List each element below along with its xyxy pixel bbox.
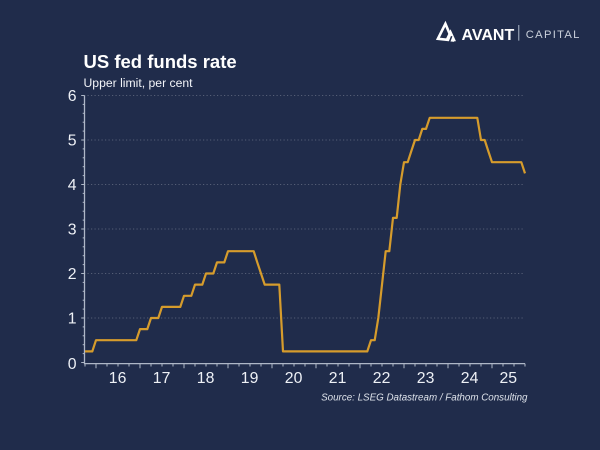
svg-text:19: 19 (241, 370, 259, 387)
svg-text:Source: LSEG Datastream / Fath: Source: LSEG Datastream / Fathom Consult… (321, 393, 528, 404)
svg-text:20: 20 (285, 370, 303, 387)
svg-text:4: 4 (68, 177, 77, 194)
svg-text:17: 17 (153, 370, 171, 387)
svg-text:Upper limit, per cent: Upper limit, per cent (84, 76, 194, 90)
svg-text:1: 1 (68, 311, 77, 328)
svg-text:21: 21 (329, 370, 347, 387)
svg-text:16: 16 (109, 370, 127, 387)
svg-text:24: 24 (461, 370, 479, 387)
svg-text:23: 23 (417, 370, 435, 387)
svg-text:2: 2 (68, 266, 77, 283)
svg-text:22: 22 (373, 370, 391, 387)
svg-text:US fed funds rate: US fed funds rate (84, 51, 237, 72)
svg-text:5: 5 (68, 133, 77, 150)
svg-text:25: 25 (500, 370, 518, 387)
svg-text:0: 0 (68, 356, 77, 373)
svg-text:3: 3 (68, 222, 77, 239)
svg-text:6: 6 (68, 88, 77, 105)
svg-text:CAPITAL: CAPITAL (526, 29, 581, 41)
svg-text:AVANT: AVANT (462, 27, 515, 44)
svg-text:18: 18 (197, 370, 215, 387)
